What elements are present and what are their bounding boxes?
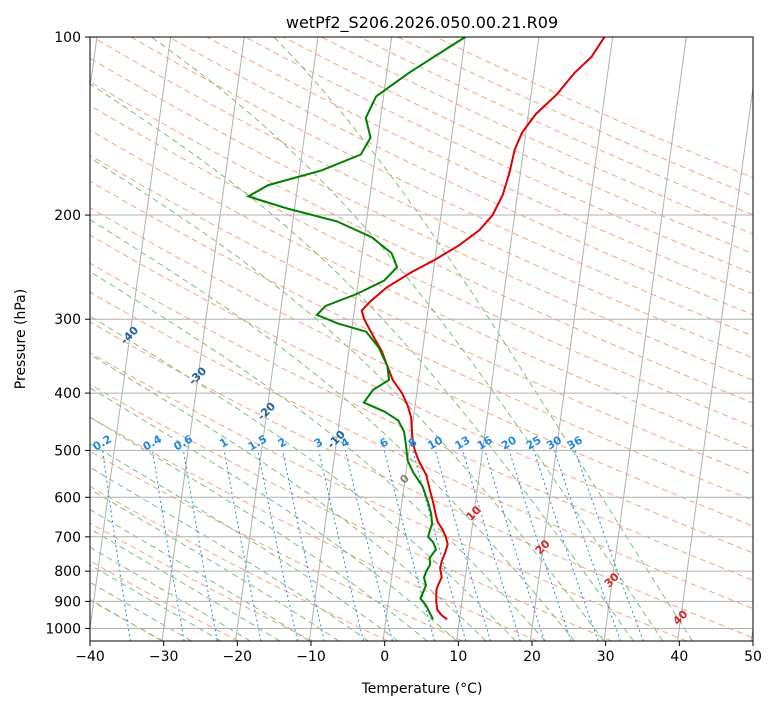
moist-adiabat xyxy=(90,581,192,641)
x-tick-label: 40 xyxy=(670,649,688,665)
moist-adiabat xyxy=(90,546,251,641)
moist-adiabat xyxy=(273,37,693,641)
y-tick-label: 600 xyxy=(54,490,81,506)
isotherm-line xyxy=(603,37,687,641)
x-axis-label: Temperature (°C) xyxy=(361,681,483,697)
moist-adiabat xyxy=(90,564,222,641)
dry-adiabat xyxy=(90,560,239,641)
moist-adiabat xyxy=(90,83,634,641)
temperature-profile-line xyxy=(360,37,606,621)
dry-adiabat xyxy=(90,262,753,581)
mixing-ratio-line xyxy=(223,450,262,641)
isotherm-line xyxy=(235,37,319,641)
isotherm-line xyxy=(90,37,172,633)
dry-adiabat xyxy=(90,180,753,501)
mixing-ratio-line xyxy=(257,450,298,641)
dry-adiabat xyxy=(90,234,753,554)
dry-adiabats xyxy=(90,37,753,641)
isotherm-line xyxy=(308,37,393,641)
x-tick-label: −20 xyxy=(223,649,253,665)
moist-adiabat xyxy=(90,387,457,641)
y-tick-label: 400 xyxy=(54,386,81,402)
dry-adiabat xyxy=(206,37,753,295)
mixing-ratio-line xyxy=(383,450,436,641)
dry-adiabat xyxy=(92,37,753,359)
mixing-ratio-lines xyxy=(102,450,644,641)
dewpoint-profile-line xyxy=(245,37,466,620)
mixing-ratio-line xyxy=(282,450,325,641)
isotherm-line xyxy=(382,37,466,641)
x-tick-label: −40 xyxy=(75,649,105,665)
moist-adiabat xyxy=(90,443,398,641)
x-tick-label: −30 xyxy=(149,649,179,665)
moist-adiabat xyxy=(90,157,605,641)
chart-title: wetPf2_S206.2026.050.00.21.R09 xyxy=(286,13,558,33)
isotherm-line xyxy=(456,37,540,641)
dry-adiabat xyxy=(90,105,753,427)
mixing-ratio-line xyxy=(574,450,644,641)
dry-adiabat xyxy=(90,522,314,641)
isotherm-line xyxy=(161,37,245,641)
y-tick-label: 900 xyxy=(54,594,81,610)
y-tick-label: 1000 xyxy=(45,621,81,637)
dry-adiabat xyxy=(90,129,753,451)
y-tick-label: 500 xyxy=(54,443,81,459)
dry-adiabat xyxy=(90,321,753,639)
y-tick-label: 700 xyxy=(54,530,81,546)
mixing-ratio-line xyxy=(318,450,365,641)
profile-lines xyxy=(245,37,606,621)
moist-adiabat xyxy=(90,528,281,641)
y-tick-label: 200 xyxy=(54,208,81,224)
skewed-isotherms xyxy=(90,37,753,641)
moist-adiabats xyxy=(90,37,693,641)
isotherm-line xyxy=(677,83,753,641)
dry-adiabat xyxy=(168,37,753,316)
dry-adiabat xyxy=(90,383,612,641)
plot-frame xyxy=(89,36,754,642)
mixing-ratio-line xyxy=(462,450,521,641)
isotherm-line xyxy=(529,37,614,641)
x-tick-label: 10 xyxy=(449,649,467,665)
mixing-ratio-line xyxy=(553,450,622,641)
y-tick-label: 100 xyxy=(54,30,81,46)
y-tick-label: 800 xyxy=(54,564,81,580)
x-tick-label: −10 xyxy=(296,649,326,665)
dry-adiabat xyxy=(90,57,753,381)
mixing-ratio-line xyxy=(533,450,599,641)
moist-adiabat xyxy=(90,271,546,641)
y-axis-label: Pressure (hPa) xyxy=(13,289,29,389)
y-tick-label: 300 xyxy=(54,312,81,328)
moist-adiabat xyxy=(90,416,428,641)
x-tick-label: 20 xyxy=(523,649,541,665)
x-axis-ticks: −40 −30 −20 −10 0 10 20 30 40 50 xyxy=(75,641,762,665)
moist-adiabat xyxy=(90,218,575,641)
mixing-ratio-line xyxy=(412,450,467,641)
moist-adiabat xyxy=(90,353,487,641)
mixing-ratio-line xyxy=(435,450,492,641)
dry-adiabat xyxy=(90,207,753,527)
plot-area: -100-90-80-70-60-50-40-30-20-10010203040… xyxy=(90,37,753,641)
moist-adiabat xyxy=(90,466,369,641)
dry-adiabat xyxy=(90,416,538,641)
y-axis-ticks: 100 200 300 400 500 600 700 800 900 1000 xyxy=(45,30,90,637)
x-tick-label: 50 xyxy=(744,649,762,665)
mixing-ratio-line xyxy=(344,450,393,641)
dry-adiabat xyxy=(90,291,753,610)
x-tick-label: 30 xyxy=(597,649,615,665)
x-tick-label: 0 xyxy=(380,649,389,665)
moist-adiabat xyxy=(151,37,664,641)
mixing-ratio-line xyxy=(508,450,572,641)
